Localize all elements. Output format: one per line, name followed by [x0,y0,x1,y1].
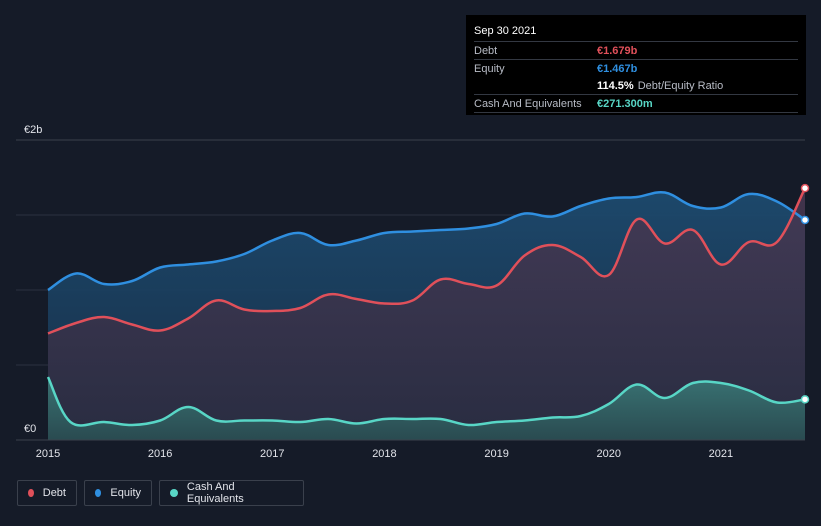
tooltip-row-debt: Debt €1.679b [474,43,798,60]
tooltip-ratio-spacer [474,78,597,94]
x-tick-label-2021: 2021 [709,448,733,460]
x-tick-label-2017: 2017 [260,448,284,460]
legend-equity-label: Equity [110,487,141,499]
tooltip-debt-label: Debt [474,45,498,57]
y-tick-label-1: €0 [24,423,36,435]
x-tick-label-2019: 2019 [484,448,508,460]
tooltip-debt-value: €1.679b [597,45,638,57]
x-tick-label-2018: 2018 [372,448,396,460]
tooltip-ratio-value: 114.5% [597,80,634,92]
debt-area [48,188,805,440]
cash-and-equivalents-end-point [800,395,810,404]
tooltip-row-ratio: 114.5% Debt/Equity Ratio [474,78,798,95]
chart-tooltip: Sep 30 2021 Debt €1.679b Equity €1.467b … [466,15,806,115]
cash-and-equivalents-line [46,376,806,427]
equity-dot-icon [95,489,102,497]
equity-line [47,190,806,292]
tooltip-equity-value: €1.467b [597,63,638,75]
debt-line [47,187,807,335]
y-tick-label-0: €2b [24,124,42,136]
equity-end-point [800,215,810,225]
legend-item-equity[interactable]: Equity [84,480,152,506]
tooltip-row-equity: Equity €1.467b [474,61,798,77]
cash-and-equivalents-area [48,377,805,440]
tooltip-date: Sep 30 2021 [474,23,798,42]
tooltip-row-cash: Cash And Equivalents €271.300m [474,96,798,113]
legend-item-cash[interactable]: Cash And Equivalents [159,480,304,506]
legend-item-debt[interactable]: Debt [17,480,77,506]
tooltip-equity-label: Equity [474,63,505,75]
x-tick-label-2016: 2016 [148,448,172,460]
tooltip-ratio-label: Debt/Equity Ratio [637,80,724,92]
legend-debt-label: Debt [42,487,66,499]
tooltip-cash-label: Cash And Equivalents [474,98,582,110]
cash-dot-icon [170,489,178,497]
debt-end-point [800,183,810,193]
tooltip-cash-value: €271.300m [597,98,653,110]
legend-cash-label: Cash And Equivalents [186,481,244,505]
debt-dot-icon [28,489,34,497]
x-tick-label-2015: 2015 [36,448,60,460]
x-tick-label-2020: 2020 [596,448,620,460]
